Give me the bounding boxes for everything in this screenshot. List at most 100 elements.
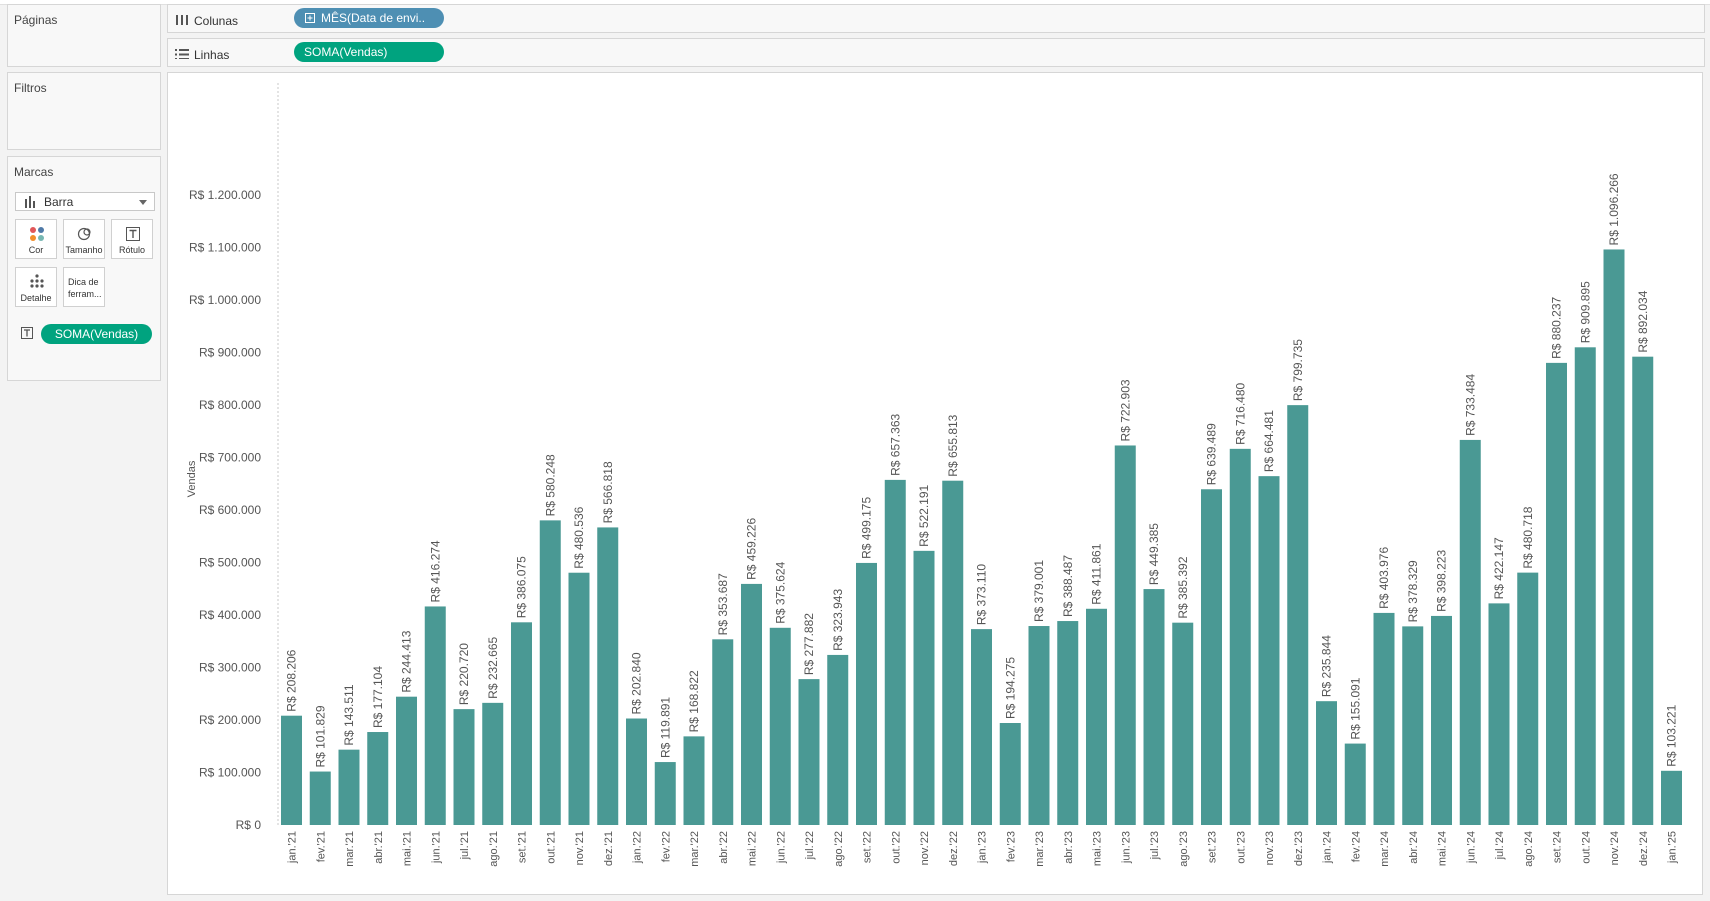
bar[interactable]: [1459, 439, 1481, 825]
bar[interactable]: [683, 736, 705, 825]
rows-field-pill[interactable]: SOMA(Vendas): [294, 42, 444, 62]
data-label: R$ 220.720: [457, 643, 471, 705]
bar[interactable]: [741, 583, 762, 825]
bar[interactable]: [1661, 770, 1682, 825]
size-button-label: Tamanho: [65, 245, 103, 255]
color-button[interactable]: Cor: [15, 219, 57, 259]
bar[interactable]: [1258, 476, 1280, 825]
bar[interactable]: [971, 629, 992, 825]
y-tick-label: R$ 500.000: [199, 556, 261, 570]
bar[interactable]: [1517, 572, 1539, 825]
bar[interactable]: [1431, 615, 1452, 825]
y-tick-label: R$ 400.000: [199, 608, 261, 622]
x-tick-label: abr.'24: [1408, 831, 1420, 864]
bar[interactable]: [396, 696, 417, 825]
bar[interactable]: [1086, 608, 1107, 825]
size-button[interactable]: Tamanho: [63, 219, 105, 259]
data-label: R$ 202.840: [630, 652, 644, 714]
expand-plus-icon[interactable]: [305, 13, 315, 23]
x-tick-label: fev.'23: [1005, 831, 1017, 862]
detail-button[interactable]: Detalhe: [15, 267, 57, 307]
bar[interactable]: [769, 627, 791, 825]
mark-type-dropdown[interactable]: Barra: [15, 192, 155, 211]
data-label: R$ 208.206: [285, 649, 299, 711]
bar[interactable]: [482, 702, 504, 825]
data-label: R$ 411.861: [1090, 543, 1104, 604]
label-button-label: Rótulo: [118, 245, 145, 255]
bar[interactable]: [1057, 621, 1079, 825]
x-tick-label: mar.'24: [1379, 831, 1391, 867]
color-button-label: Cor: [28, 245, 44, 255]
tooltip-button-label-line2: ferram...: [68, 289, 102, 299]
label-field-pill[interactable]: SOMA(Vendas): [41, 324, 152, 344]
pages-card-title: Páginas: [14, 13, 58, 27]
data-label: R$ 375.624: [773, 561, 787, 623]
data-label: R$ 119.891: [658, 697, 672, 758]
bar[interactable]: [1287, 405, 1309, 825]
bar[interactable]: [654, 762, 676, 825]
bar[interactable]: [1229, 448, 1251, 825]
label-button[interactable]: Rótulo: [111, 219, 153, 259]
bar[interactable]: [1546, 362, 1567, 825]
bar[interactable]: [942, 480, 964, 825]
bar[interactable]: [1114, 445, 1136, 825]
bar[interactable]: [1028, 626, 1050, 825]
tooltip-button-label-line1: Dica de: [68, 277, 99, 287]
chevron-down-icon: [139, 200, 147, 205]
bar[interactable]: [1603, 249, 1625, 826]
data-label: R$ 232.665: [486, 636, 500, 698]
bar-chart[interactable]: R$ 0 R$ 100.000 R$ 200.000 R$ 300.000 R$ 400…: [168, 73, 1702, 894]
data-label: R$ 168.822: [687, 670, 701, 732]
bar[interactable]: [1143, 589, 1165, 825]
data-label: R$ 459.226: [745, 518, 759, 580]
x-tick-label: jan.'22: [632, 831, 644, 864]
data-label: R$ 580.248: [543, 454, 557, 516]
x-tick-label: nov.'21: [574, 831, 586, 865]
columns-field-pill[interactable]: MÊS(Data de envi..: [294, 8, 444, 28]
bar[interactable]: [1316, 701, 1337, 825]
bar[interactable]: [338, 749, 360, 825]
bar[interactable]: [827, 654, 849, 825]
data-label: R$ 103.221: [1665, 704, 1679, 766]
bar[interactable]: [1488, 603, 1510, 825]
pages-card[interactable]: Páginas: [7, 4, 161, 67]
data-label: R$ 323.943: [831, 589, 845, 651]
bar[interactable]: [424, 606, 446, 825]
chart-view[interactable]: R$ 0 R$ 100.000 R$ 200.000 R$ 300.000 R$ 400…: [167, 72, 1703, 895]
bar[interactable]: [367, 732, 389, 825]
bar[interactable]: [568, 572, 590, 825]
bar[interactable]: [281, 715, 302, 825]
bar[interactable]: [453, 709, 475, 825]
bar[interactable]: [1402, 626, 1424, 825]
bar[interactable]: [1373, 612, 1395, 825]
bar[interactable]: [1632, 356, 1654, 825]
x-tick-label: abr.'22: [718, 831, 730, 864]
bar[interactable]: [798, 679, 820, 825]
bar[interactable]: [999, 723, 1021, 825]
tooltip-button[interactable]: Dica de ferram...: [63, 267, 105, 307]
bar[interactable]: [884, 479, 906, 825]
bar[interactable]: [856, 562, 877, 825]
rows-shelf[interactable]: Linhas SOMA(Vendas): [167, 38, 1705, 67]
bar[interactable]: [1574, 347, 1596, 825]
data-label: R$ 235.844: [1320, 635, 1334, 697]
bar[interactable]: [309, 771, 331, 825]
x-tick-label: out.'23: [1235, 831, 1247, 864]
filters-card[interactable]: Filtros: [7, 72, 161, 150]
data-label: R$ 639.489: [1205, 423, 1219, 485]
bar[interactable]: [1344, 743, 1366, 825]
bar[interactable]: [539, 520, 561, 825]
data-label: R$ 499.175: [860, 497, 874, 559]
bar[interactable]: [712, 639, 734, 825]
bar[interactable]: [626, 718, 647, 825]
bar[interactable]: [1172, 622, 1194, 825]
bar[interactable]: [597, 527, 619, 825]
data-label: R$ 378.329: [1406, 560, 1420, 622]
bar[interactable]: [511, 622, 532, 825]
size-icon: [77, 227, 91, 241]
x-tick-label: mar.'23: [1034, 831, 1046, 867]
data-label: R$ 422.147: [1492, 537, 1506, 599]
columns-shelf[interactable]: Colunas MÊS(Data de envi..: [167, 4, 1705, 33]
bar[interactable]: [1201, 489, 1222, 825]
bar[interactable]: [913, 550, 935, 825]
